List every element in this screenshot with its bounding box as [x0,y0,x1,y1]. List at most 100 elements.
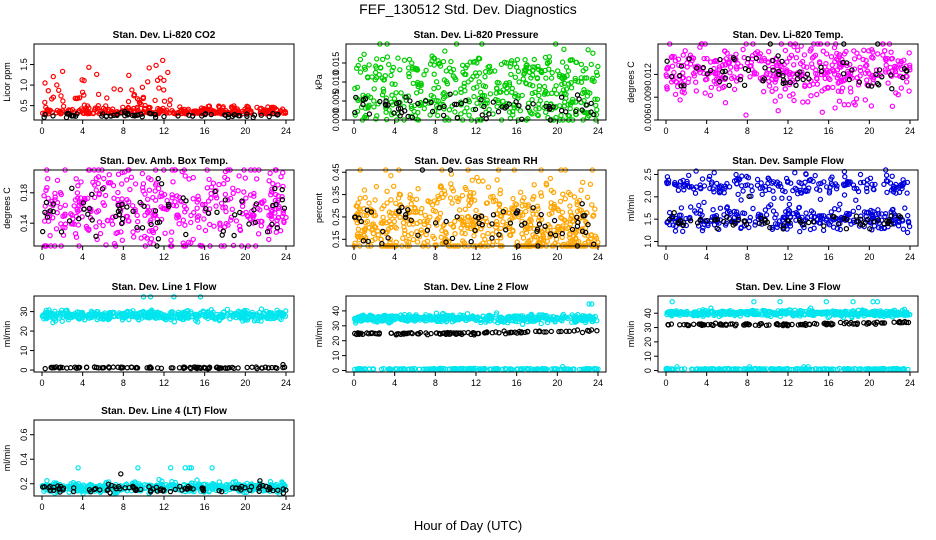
data-point [735,191,741,198]
data-point [371,212,377,219]
data-point [553,103,559,110]
data-point [503,227,509,233]
data-point [540,235,546,241]
data-point [206,221,213,228]
data-point [478,97,484,103]
x-tick-label: 24 [593,126,603,136]
data-point [41,192,47,199]
data-point [44,184,50,191]
data-point [573,111,580,118]
data-point [569,226,576,233]
data-point [423,98,429,104]
data-point [795,47,801,54]
data-point [851,56,858,62]
data-point [156,85,162,91]
data-point [182,173,188,179]
data-point [94,236,100,243]
data-point [380,214,386,221]
data-point [214,209,220,215]
data-point [385,235,391,241]
data-point [560,191,566,197]
data-point [900,74,906,81]
data-point [182,209,188,215]
data-point [547,231,554,237]
x-tick-label: 8 [433,126,438,136]
data-point [793,55,800,61]
data-point [486,63,493,70]
data-point [54,199,61,206]
x-tick-label: 24 [905,126,915,136]
data-point [421,71,427,78]
data-point [508,58,515,64]
data-point [854,50,860,56]
data-point [883,69,889,75]
data-point [199,201,206,208]
data-point [408,201,414,207]
data-point [452,109,458,115]
data-point [745,67,752,74]
data-point [389,81,395,87]
data-point [373,116,379,122]
data-point [533,106,539,112]
data-point [388,197,394,203]
data-point [374,56,380,62]
data-point [152,182,159,188]
data-point [152,188,158,194]
data-point [213,187,219,194]
data-point [743,112,749,118]
data-point [851,185,858,191]
data-point [171,294,177,300]
data-point [273,229,279,235]
x-tick-label: 4 [80,378,85,388]
data-point [227,217,234,223]
data-point [594,72,601,79]
data-point [786,201,793,208]
data-point [105,180,112,186]
data-point [576,96,582,102]
data-point [165,69,171,76]
data-point [144,204,151,210]
data-point [766,83,773,89]
data-point [561,90,568,97]
data-point [273,191,279,198]
y-tick-label: 0.012 [643,63,653,86]
data-point [266,228,273,235]
data-point [364,207,370,213]
y-tick-label: 0.14 [19,214,29,232]
data-point [529,72,536,78]
data-point [443,230,449,237]
data-point [801,63,807,70]
data-point [750,205,756,212]
data-point [428,92,434,99]
data-point [770,208,777,214]
data-point [593,69,600,76]
data-point [752,50,759,57]
data-point [419,205,425,212]
data-point [423,67,429,74]
data-point [158,181,165,187]
data-point [541,83,548,90]
data-point [211,223,217,229]
data-point [269,208,275,215]
x-tick-label: 8 [121,126,126,136]
data-point [242,175,248,181]
data-point [446,107,453,113]
data-point [559,81,565,88]
data-point [856,79,863,85]
y-axis-label: degrees C [2,187,12,229]
data-point [800,76,806,83]
data-point [75,215,82,222]
data-point [685,79,691,86]
data-point [704,71,710,77]
data-point [791,62,797,68]
data-point [770,73,776,79]
data-point [591,212,597,218]
data-point [91,194,98,201]
data-point [195,193,201,199]
x-tick-label: 8 [121,378,126,388]
data-point [267,170,273,176]
data-point [701,183,708,189]
data-point [584,75,590,81]
data-point [876,82,882,88]
data-point [372,236,378,242]
